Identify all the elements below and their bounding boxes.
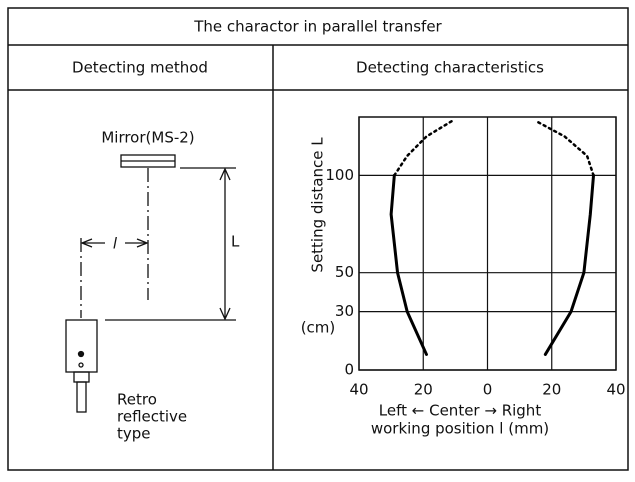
x-tick-label: 40 <box>606 381 625 399</box>
sensor-label: type <box>117 425 151 443</box>
y-axis-unit: (cm) <box>301 319 336 337</box>
y-tick-label: 100 <box>325 166 354 184</box>
x-tick-label: 20 <box>414 381 433 399</box>
sensor-connector <box>74 372 89 382</box>
mirror-label: Mirror(MS-2) <box>101 129 194 147</box>
curve <box>536 121 594 175</box>
column-header: Detecting method <box>72 59 208 77</box>
x-tick-label: 0 <box>483 381 493 399</box>
y-tick-label: 50 <box>335 263 354 281</box>
table-title: The charactor in parallel transfer <box>193 18 442 36</box>
sensor-cable <box>77 382 86 412</box>
x-tick-label: 40 <box>349 381 368 399</box>
sensor-label: reflective <box>117 408 187 426</box>
column-header: Detecting characteristics <box>356 59 544 77</box>
x-tick-label: 20 <box>542 381 561 399</box>
sensor-label: Retro <box>117 391 157 409</box>
sensor-body <box>66 320 97 372</box>
sensor-led <box>79 363 83 367</box>
offset-label: l <box>113 235 118 253</box>
curve <box>545 175 593 354</box>
y-tick-label: 30 <box>335 302 354 320</box>
x-axis-label: working position l (mm) <box>371 420 549 438</box>
sensor-led <box>79 352 84 357</box>
y-tick-label: 0 <box>344 361 354 379</box>
curve <box>391 175 426 354</box>
distance-label: L <box>231 233 240 251</box>
x-axis-label: Left ← Center → Right <box>379 402 542 420</box>
page: The charactor in parallel transfer Detec… <box>0 0 635 478</box>
diagram <box>66 155 236 412</box>
y-axis-label: Setting distance L <box>309 137 327 273</box>
chart: 40 20 0 20 40 0 30 50 100 <box>325 117 625 399</box>
